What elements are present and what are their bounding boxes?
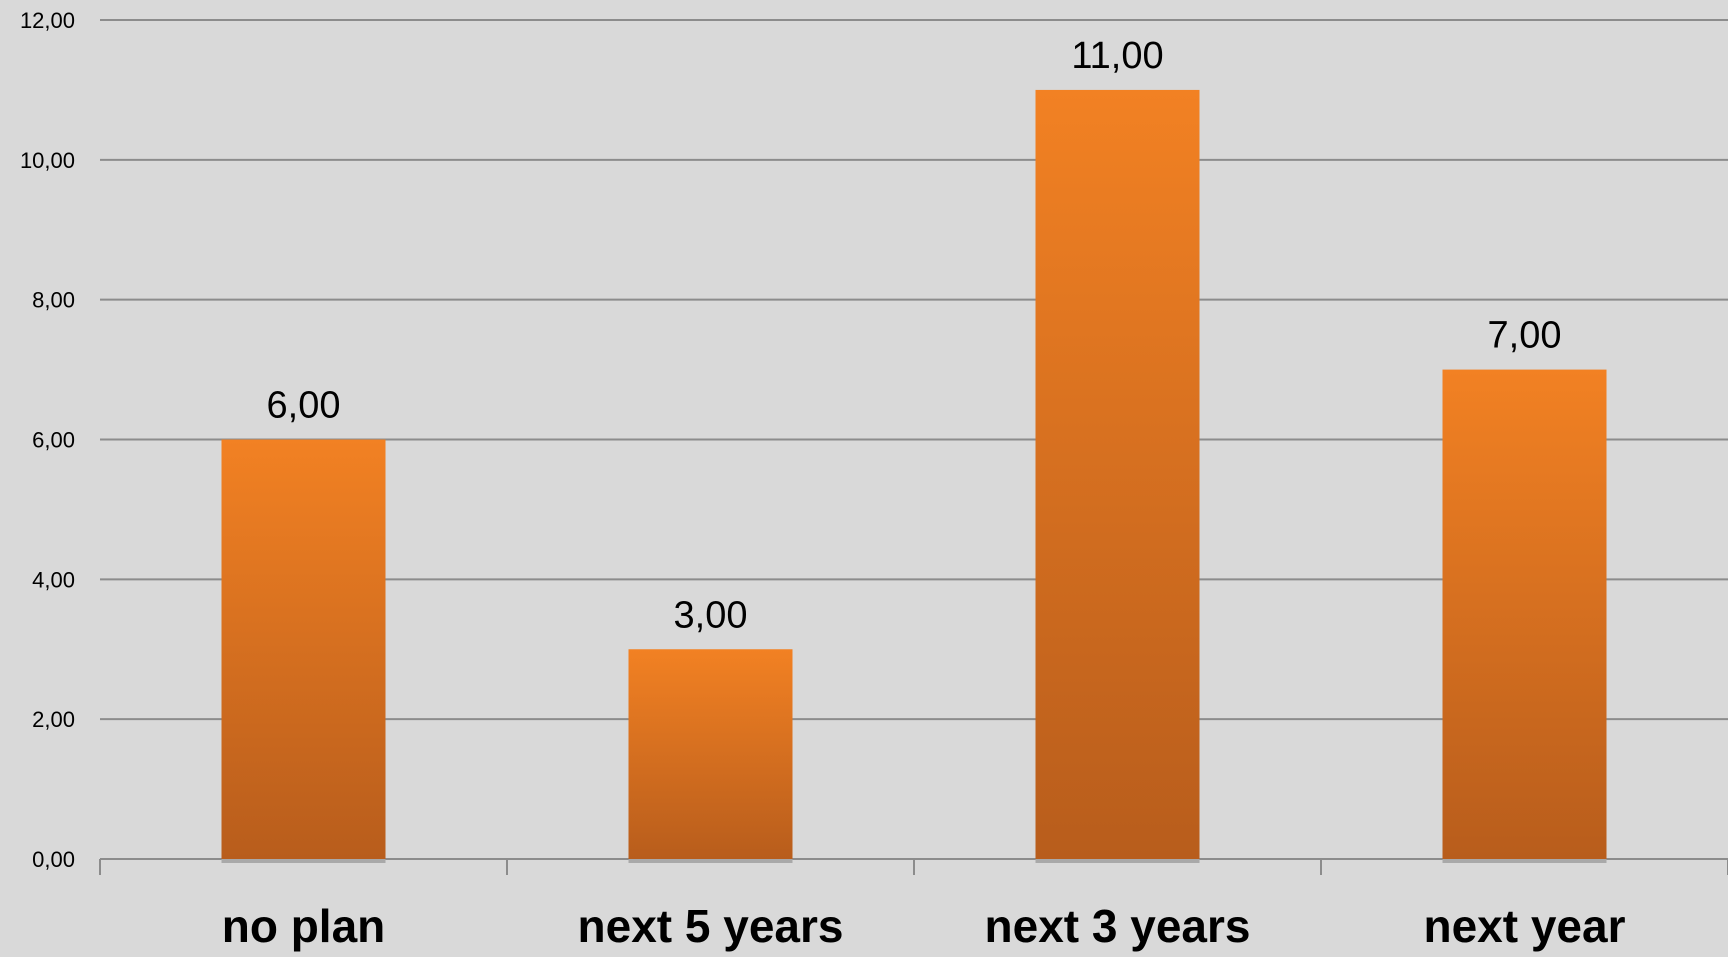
labels: 0,00 2,00 4,00 6,00 8,00 10,00 12,00 6,00 no pla… [20,8,1626,952]
data-label: 11,00 [1071,35,1163,77]
y-tick-label: 8,00 [32,288,75,313]
y-tick-label: 10,00 [20,148,75,173]
x-category-label: no plan [222,900,386,952]
bar-next-year [1442,369,1607,859]
bar-shadow [628,859,793,863]
axes [99,859,1728,875]
bar-next-3-years [1035,89,1200,859]
x-category-label: next 3 years [985,900,1251,952]
data-label: 7,00 [1488,315,1562,357]
data-label: 3,00 [674,594,748,636]
y-tick-label: 2,00 [32,707,75,732]
bars [221,89,1607,863]
data-label: 6,00 [267,385,341,427]
bar-shadow [1035,859,1200,863]
bar-shadow [1442,859,1607,863]
x-category-label: next year [1423,900,1625,952]
y-tick-label: 0,00 [32,847,75,872]
bar-shadow [221,859,386,863]
y-tick-label: 6,00 [32,428,75,453]
y-tick-label: 12,00 [20,8,75,33]
x-category-label: next 5 years [578,900,844,952]
bar-next-5-years [628,649,793,859]
bar-no-plan [221,439,386,859]
y-tick-label: 4,00 [32,567,75,592]
